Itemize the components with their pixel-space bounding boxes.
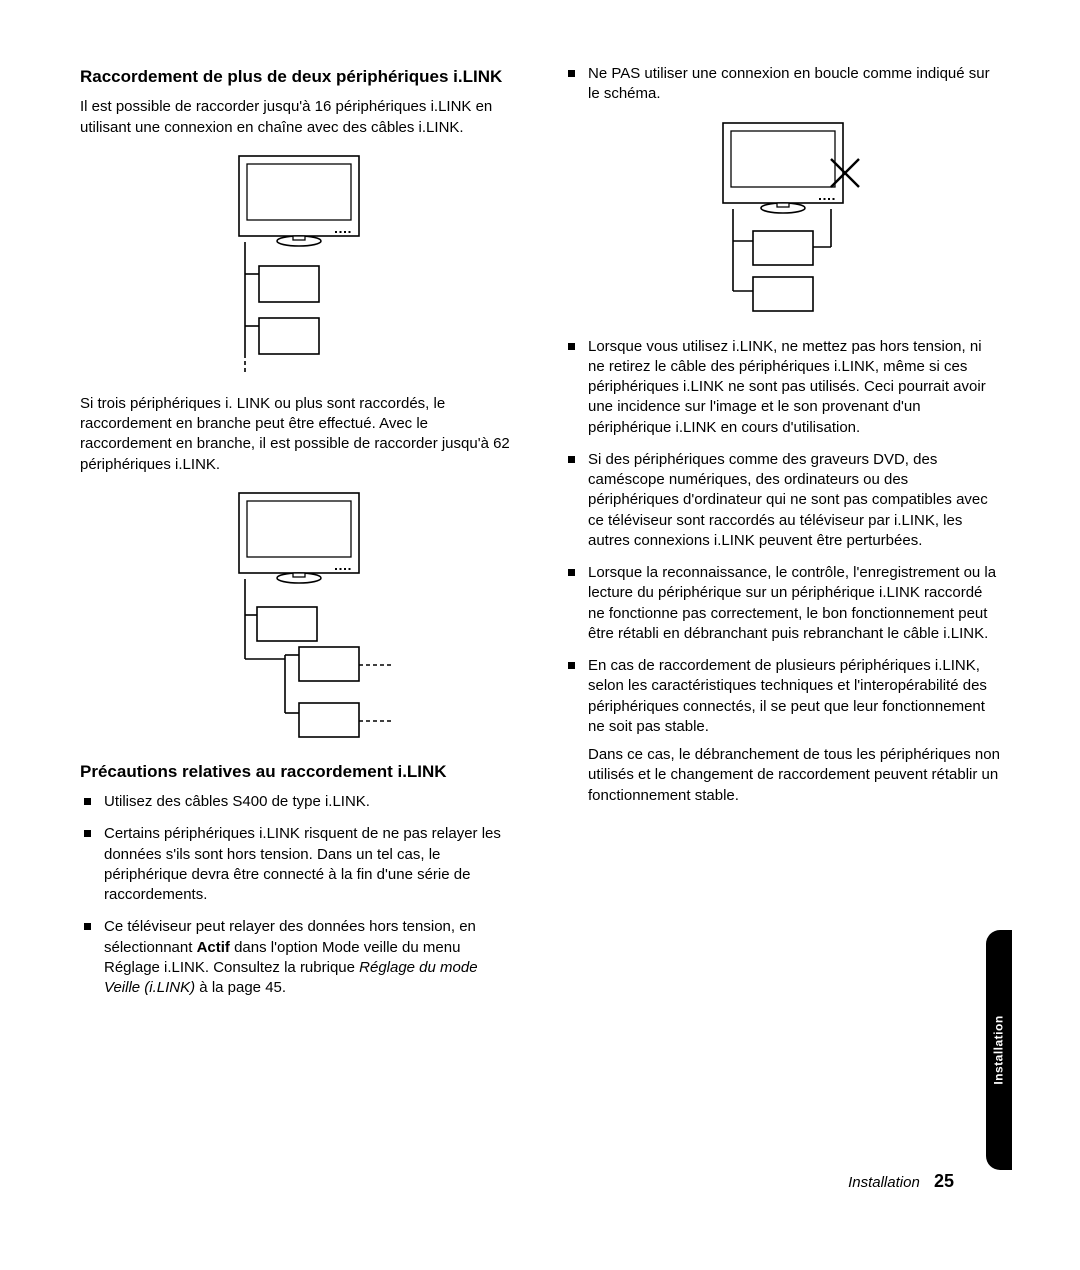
list-item: Certains périphériques i.LINK risquent d… (80, 824, 516, 905)
list-item: En cas de raccordement de plusieurs péri… (564, 656, 1000, 737)
page-footer: Installation 25 (848, 1171, 954, 1192)
page: Raccordement de plus de deux périphériqu… (0, 0, 1080, 1270)
two-column-layout: Raccordement de plus de deux périphériqu… (80, 60, 1000, 1010)
list-item: Si des périphériques comme des graveurs … (564, 450, 1000, 551)
list-item: Lorsque la reconnaissance, le contrôle, … (564, 563, 1000, 644)
list-item: Lorsque vous utilisez i.LINK, ne mettez … (564, 337, 1000, 438)
footer-page-number: 25 (934, 1171, 954, 1191)
sub-paragraph: Dans ce cas, le débranchement de tous le… (564, 745, 1000, 806)
right-bullets-2: Lorsque vous utilisez i.LINK, ne mettez … (564, 337, 1000, 738)
para-chain-intro: Il est possible de raccorder jusqu'à 16 … (80, 97, 516, 138)
text-bold: Actif (197, 939, 230, 956)
diagram-chain (183, 150, 413, 380)
text: à la page 45. (195, 979, 286, 996)
list-item: Utilisez des câbles S400 de type i.LINK. (80, 792, 516, 812)
heading-raccordement: Raccordement de plus de deux périphériqu… (80, 66, 516, 87)
list-item: Ne PAS utiliser une connexion en boucle … (564, 64, 1000, 105)
right-bullets: Ne PAS utiliser une connexion en boucle … (564, 64, 1000, 105)
left-column: Raccordement de plus de deux périphériqu… (80, 60, 516, 1010)
diagram-loop (667, 117, 897, 323)
side-tab-label: Installation (992, 1015, 1006, 1084)
heading-precautions: Précautions relatives au raccordement i.… (80, 761, 516, 782)
side-tab: Installation (986, 930, 1012, 1170)
para-branch-intro: Si trois périphériques i. LINK ou plus s… (80, 394, 516, 475)
list-item: Ce téléviseur peut relayer des données h… (80, 917, 516, 998)
precautions-list: Utilisez des câbles S400 de type i.LINK.… (80, 792, 516, 998)
footer-section-label: Installation (848, 1174, 920, 1191)
right-column: Ne PAS utiliser une connexion en boucle … (564, 60, 1000, 1010)
diagram-branch (183, 487, 413, 747)
